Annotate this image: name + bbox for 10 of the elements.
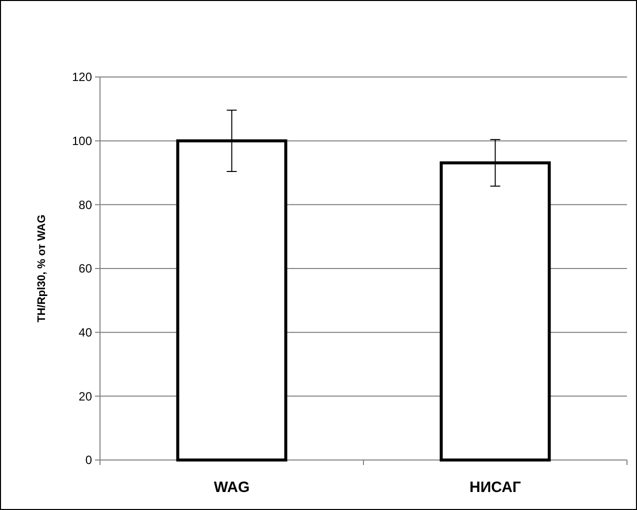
x-tick-label: WAG <box>214 479 250 496</box>
y-tick-label: 80 <box>78 198 92 212</box>
y-tick-label: 120 <box>72 70 92 84</box>
y-axis-title: TH/Rpl30, % от WAG <box>36 214 48 322</box>
x-tick-label: НИСАГ <box>470 479 522 496</box>
y-tick-label: 100 <box>72 134 92 148</box>
y-tick-label: 40 <box>78 326 92 340</box>
y-tick-label: 0 <box>85 453 92 468</box>
y-tick-label: 60 <box>78 262 92 276</box>
y-tick-label: 20 <box>78 389 92 404</box>
